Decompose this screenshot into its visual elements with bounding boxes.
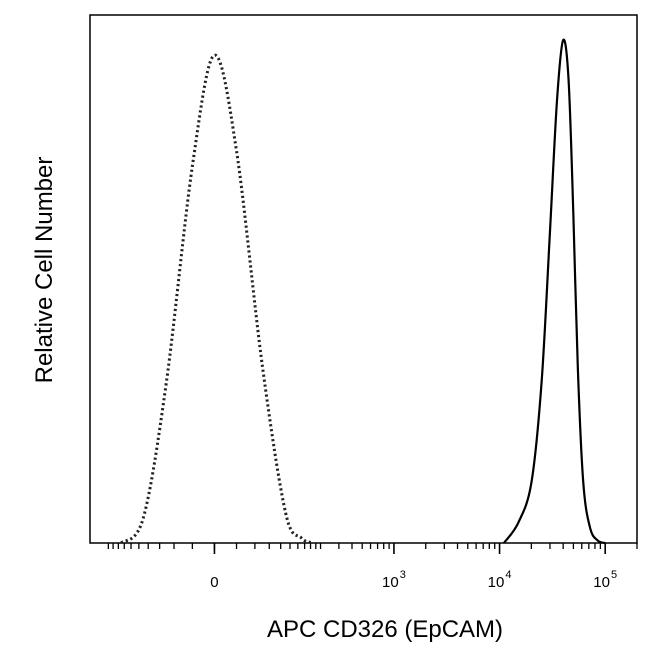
- isotype-control-curve: [120, 53, 314, 545]
- plot-frame: [89, 14, 638, 544]
- x-axis-label: APC CD326 (EpCAM): [267, 616, 503, 643]
- y-axis-label: Relative Cell Number: [31, 157, 58, 384]
- x-major-ticks: [213, 543, 606, 554]
- x-minor-ticks: [107, 543, 638, 549]
- x-tick-label: 103: [382, 569, 406, 591]
- x-tick-label: 0: [210, 574, 218, 591]
- x-tick-labels: 0 103 104 105: [210, 569, 617, 591]
- x-tick-label: 105: [593, 569, 617, 591]
- stained-sample-curve: [503, 38, 606, 545]
- x-tick-label: 104: [488, 569, 512, 591]
- series-layer: [120, 38, 606, 545]
